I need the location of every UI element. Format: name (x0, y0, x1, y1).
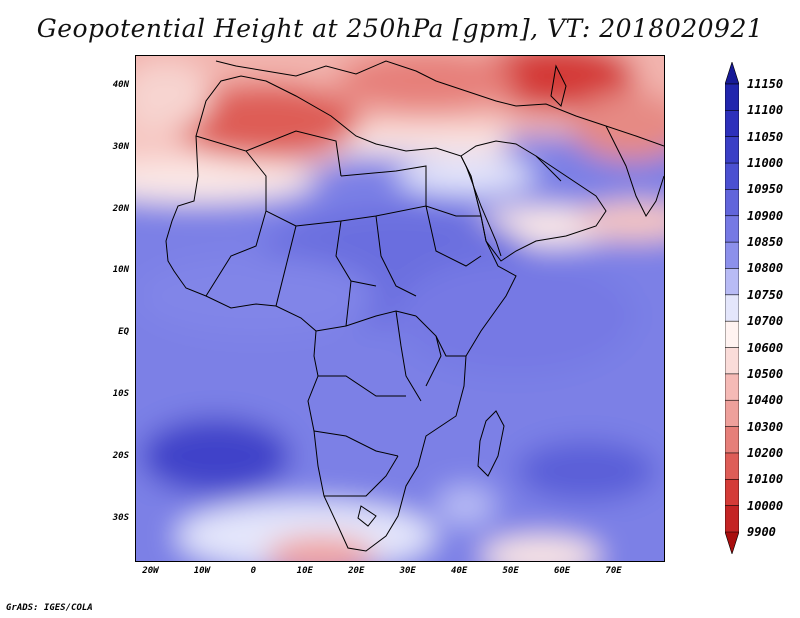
colorbar-level-label: 11000 (747, 156, 784, 171)
colorbar-level-label: 10700 (747, 314, 784, 329)
colorbar-segment (725, 268, 739, 296)
colorbar-segment (725, 320, 739, 349)
colorbar-level-label: 10200 (747, 445, 784, 460)
colorbar-segment (725, 478, 739, 507)
height-field-shading (136, 56, 664, 561)
longitude-tick-label: 60E (553, 566, 571, 576)
latitude-tick-label: 30S (112, 512, 129, 523)
latitude-tick-label: 10N (112, 265, 129, 276)
colorbar-segment (725, 162, 739, 191)
colorbar-segment (725, 83, 739, 112)
colorbar-level-label: 11150 (747, 77, 784, 91)
longitude-tick-label: 20E (348, 566, 365, 576)
map-plot-area (135, 55, 665, 562)
coastlines-and-borders (165, 60, 664, 552)
colorbar-segment (725, 110, 739, 138)
colorbar-level-label: 9900 (747, 525, 776, 539)
latitude-tick-label: 10S (112, 389, 129, 400)
colorbar-level-label: 10000 (747, 498, 784, 513)
colorbar-segment (725, 452, 739, 481)
longitude-tick-label: 10W (193, 566, 211, 576)
colorbar-level-label: 11050 (747, 129, 784, 144)
longitude-tick-label: 50E (502, 566, 519, 576)
latitude-tick-label: 20S (112, 450, 129, 461)
colorbar-segment (725, 347, 739, 375)
colorbar-level-label: 10300 (747, 419, 784, 434)
colorbar-segment (725, 215, 739, 243)
geopotential-height-map (136, 56, 664, 561)
colorbar-level-label: 10750 (747, 287, 784, 302)
latitude-tick-label: 30N (112, 141, 129, 152)
longitude-tick-label: 40E (451, 566, 468, 576)
colorbar-level-label: 10500 (747, 366, 784, 381)
longitude-tick-label: 70E (605, 566, 622, 576)
longitude-tick-label: 20W (142, 566, 159, 576)
colorbar-level-label: 10100 (747, 472, 784, 487)
colorbar-segment (725, 136, 739, 164)
longitude-tick-label: 0 (250, 566, 257, 576)
colorbar-level-label: 10950 (747, 182, 784, 197)
colorbar-segment (725, 399, 739, 428)
longitude-tick-label: 30E (399, 566, 416, 576)
colorbar-segment (725, 189, 739, 217)
latitude-tick-label: EQ (118, 327, 129, 338)
colorbar-top-arrow (725, 62, 739, 85)
colorbar-segment (725, 373, 739, 402)
latitude-tick-label: 20N (112, 203, 129, 214)
colorbar-segment (725, 241, 739, 270)
colorbar-level-label: 10850 (747, 235, 784, 250)
colorbar-level-label: 11100 (747, 103, 784, 118)
colorbar-level-label: 10600 (747, 340, 784, 355)
colorbar-level-label: 10900 (747, 208, 784, 223)
colorbar-segment (725, 426, 739, 454)
colorbar-segment (725, 294, 739, 322)
colorbar-level-label: 10800 (747, 261, 784, 276)
colorbar-segment (725, 505, 739, 533)
colorbar-level-label: 10400 (747, 393, 784, 408)
grads-credit: GrADS: IGES/COLA (6, 603, 93, 613)
latitude-tick-label: 40N (112, 79, 129, 90)
longitude-tick-label: 10E (296, 566, 313, 576)
chart-title: Geopotential Height at 250hPa [gpm], VT:… (36, 14, 764, 43)
colorbar-bottom-arrow (725, 531, 739, 554)
colorbar (725, 62, 739, 554)
